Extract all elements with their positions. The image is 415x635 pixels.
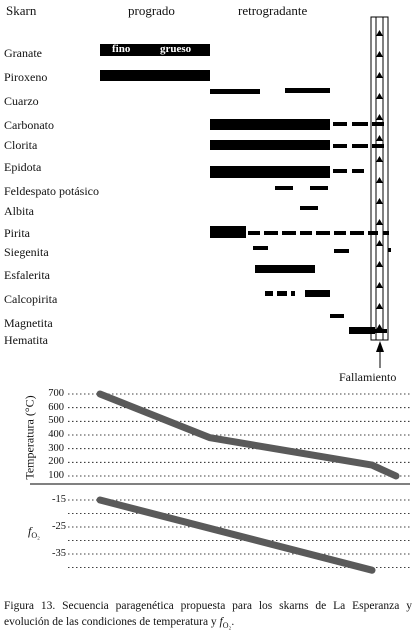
bar-siegenita-2 (334, 249, 349, 253)
fault-label: Fallamiento (339, 370, 397, 384)
figure-caption: Figura 13. Secuencia paragenética propue… (4, 598, 412, 634)
temperature-tick: 500 (48, 415, 64, 427)
fault-arrows (376, 30, 383, 330)
bar-carbonato (210, 119, 330, 130)
fault-arrow (376, 135, 383, 141)
bar-piroxeno (100, 70, 210, 81)
mineral-label: Hematita (4, 333, 48, 347)
fault-arrow (376, 51, 383, 57)
bar-clorita-dash (333, 144, 384, 148)
mineral-label: Esfalerita (4, 268, 50, 282)
fo2-axis-title: fO₂ (28, 524, 40, 540)
bar-cuarzo-2 (285, 88, 330, 93)
mineral-label: Cuarzo (4, 94, 39, 108)
bar-hematita-dash (375, 329, 387, 333)
fault-arrow (376, 303, 383, 309)
bar-epidota (210, 166, 330, 178)
fault-arrow (376, 30, 383, 36)
garnet-coarse-label: grueso (160, 43, 192, 55)
bar-feldespato-2 (310, 186, 328, 190)
caption-end: . (231, 616, 235, 628)
bar-epidota-dash (333, 169, 364, 173)
bar-pirita (210, 226, 246, 238)
fault-arrow (376, 261, 383, 267)
fo2-axis-title-main: f (28, 524, 32, 538)
mineral-label: Granate (4, 46, 42, 60)
mineral-label: Feldespato potásico (4, 184, 99, 198)
temperature-tick: 200 (48, 456, 64, 468)
fo2-curve (96, 496, 376, 574)
caption-text: Figura 13. Secuencia paragenética propue… (4, 600, 412, 628)
fault-arrow (376, 282, 383, 288)
fo2-axis-title-sub: O₂ (31, 531, 40, 540)
temperature-curve (96, 390, 400, 480)
temperature-tick: 400 (48, 429, 64, 440)
fault-arrow (376, 93, 383, 99)
fault-arrow (376, 240, 383, 246)
header-retrograde: retrogradante (238, 3, 308, 18)
garnet-fine-label: fino (112, 43, 131, 55)
bar-siegenita-3 (388, 248, 391, 252)
bar-carbonato-dash (333, 122, 384, 126)
fault-arrow (376, 198, 383, 204)
fault-pointer-arrow (376, 341, 384, 368)
paragenetic-diagram (30, 16, 410, 574)
temperature-tick: 600 (48, 401, 64, 413)
bar-esfalerita (255, 265, 315, 273)
fo2-tick: -15 (52, 494, 66, 505)
fault-arrow (376, 219, 383, 225)
mineral-label: Carbonato (4, 118, 54, 132)
fault-arrow (376, 114, 383, 120)
bar-calcopirita-dash (265, 291, 295, 296)
bar-pirita-dash (248, 231, 389, 235)
fault-arrow (376, 177, 383, 183)
bar-granate (100, 44, 210, 56)
caption-f: f (219, 616, 223, 628)
bar-feldespato-1 (275, 186, 293, 190)
header-skarn: Skarn (6, 3, 37, 18)
temperature-tick: 700 (48, 388, 64, 399)
fo2-tick: -25 (52, 521, 66, 532)
fault-zone (370, 16, 389, 341)
bar-cuarzo-1 (210, 89, 260, 94)
fault-arrow (376, 324, 383, 330)
bar-albita (300, 206, 318, 210)
mineral-label: Piroxeno (4, 70, 48, 84)
mineral-label: Siegenita (4, 245, 49, 259)
header-prograde: progrado (128, 3, 175, 18)
fault-arrow (376, 72, 383, 78)
fault-arrow (376, 156, 383, 162)
mineral-label: Calcopirita (4, 292, 58, 306)
mineral-label: Magnetita (4, 316, 53, 330)
mineral-label: Epidota (4, 160, 42, 174)
bar-clorita (210, 140, 330, 150)
temperature-tick: 300 (48, 442, 64, 454)
bar-siegenita-1 (253, 246, 268, 250)
fo2-tick: -35 (52, 548, 66, 559)
bar-hematita (349, 327, 375, 334)
mineral-label: Albita (4, 204, 34, 218)
mineral-label: Clorita (4, 138, 38, 152)
temperature-tick: 100 (48, 470, 64, 481)
bar-magnetita (330, 314, 344, 318)
bar-calcopirita (305, 290, 330, 297)
caption-sub: O₂ (222, 621, 232, 630)
mineral-label: Pirita (4, 226, 30, 240)
